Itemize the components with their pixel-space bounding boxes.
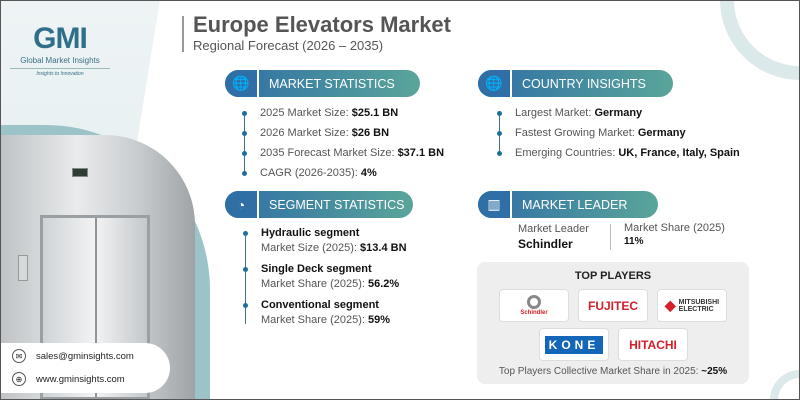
decorative-arc-top-right	[720, 0, 800, 80]
segment-chart-icon: ◔	[225, 191, 259, 218]
market-leader: Market Leader Schindler	[518, 223, 589, 251]
list-item: Emerging Countries: UK, France, Italy, S…	[495, 143, 740, 163]
buildings-chart-icon: ▥	[478, 191, 512, 218]
list-item: Hydraulic segment Market Size (2025): $13…	[241, 226, 407, 256]
segment-statistics-list: Hydraulic segment Market Size (2025): $13…	[241, 226, 407, 334]
email-link[interactable]: sales@gminsights.com	[36, 350, 134, 362]
top-players-title: TOP PLAYERS	[574, 270, 652, 282]
list-item: Single Deck segment Market Share (2025): …	[241, 262, 407, 292]
section-label: COUNTRY INSIGHTS	[522, 76, 646, 91]
fujitec-logo: FUJITEC	[578, 289, 648, 322]
list-item: Fastest Growing Market: Germany	[495, 123, 740, 143]
list-item: 2025 Market Size: $25.1 BN	[240, 103, 444, 123]
mail-icon: ✉	[12, 349, 26, 363]
title-divider	[182, 16, 184, 52]
section-label: MARKET STATISTICS	[269, 76, 395, 91]
divider	[610, 224, 611, 250]
website-row[interactable]: ⊕ www.gminsights.com	[0, 369, 170, 389]
market-statistics-header: 🌐 MARKET STATISTICS	[225, 70, 420, 97]
globe-icon: 🌐	[478, 70, 512, 97]
market-leader-share: Market Share (2025) 11%	[624, 222, 725, 247]
contact-box: ✉ sales@gminsights.com ⊕ www.gminsights.co…	[0, 343, 170, 393]
page-subtitle: Regional Forecast (2026 – 2035)	[193, 38, 384, 53]
hitachi-logo: HITACHI	[618, 328, 688, 361]
mitsubishi-electric-logo: ◆ MITSUBISHI ELECTRIC	[657, 289, 727, 322]
page-title: Europe Elevators Market	[193, 12, 451, 37]
list-item: Conventional segment Market Share (2025):…	[241, 298, 407, 328]
website-link[interactable]: www.gminsights.com	[36, 373, 125, 385]
section-label: MARKET LEADER	[522, 197, 628, 212]
country-insights-list: Largest Market: Germany Fastest Growing …	[495, 103, 740, 163]
kone-logo: KONE	[539, 328, 609, 361]
list-item: 2035 Forecast Market Size: $37.1 BN	[240, 143, 444, 163]
country-insights-header: 🌐 COUNTRY INSIGHTS	[478, 70, 673, 97]
gmi-logo: GMI Global Market Insights Insights to I…	[10, 22, 110, 77]
section-label: SEGMENT STATISTICS	[269, 197, 405, 212]
logo-mark: GMI	[33, 22, 88, 55]
logo-name: Global Market Insights	[10, 56, 110, 69]
logo-tagline: Insights to Innovation	[36, 71, 84, 77]
globe-chart-icon: 🌐	[225, 70, 259, 97]
segment-statistics-header: ◔ SEGMENT STATISTICS	[225, 191, 413, 218]
list-item: Largest Market: Germany	[495, 103, 740, 123]
market-leader-header: ▥ MARKET LEADER	[478, 191, 658, 218]
market-statistics-list: 2025 Market Size: $25.1 BN 2026 Market S…	[240, 103, 444, 183]
globe-icon: ⊕	[12, 372, 26, 386]
decorative-arc-bottom-right	[770, 370, 800, 400]
schindler-logo: Schindler	[499, 289, 569, 322]
list-item: 2026 Market Size: $26 BN	[240, 123, 444, 143]
list-item: CAGR (2026-2035): 4%	[240, 163, 444, 183]
top-players-panel: TOP PLAYERS Schindler FUJITEC ◆ MITSUBISH…	[477, 262, 749, 384]
email-row[interactable]: ✉ sales@gminsights.com	[0, 346, 170, 366]
top-players-share: Top Players Collective Market Share in 2…	[498, 366, 728, 377]
